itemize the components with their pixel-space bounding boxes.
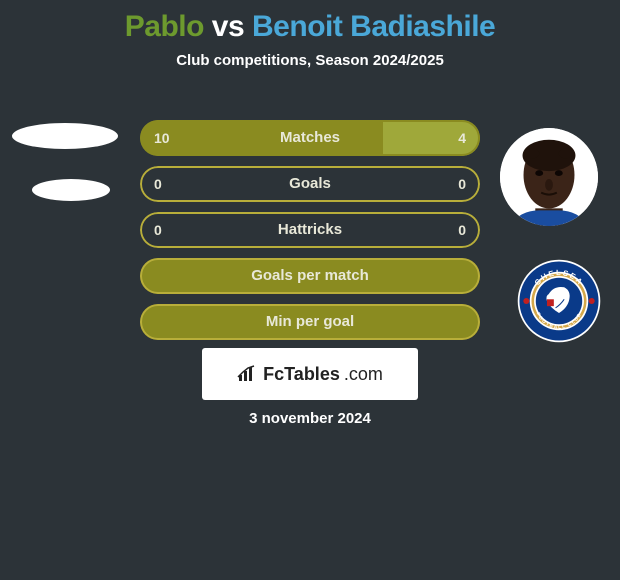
page-title: Pablo vs Benoit Badiashile xyxy=(0,0,620,44)
stat-row: 104Matches xyxy=(140,120,480,156)
player2-name: Benoit Badiashile xyxy=(252,10,495,43)
player1-name: Pablo xyxy=(125,10,204,43)
face-icon xyxy=(500,128,598,226)
date-label: 3 november 2024 xyxy=(0,410,620,427)
player1-avatar-placeholder xyxy=(12,123,118,149)
stat-row: Goals per match xyxy=(140,258,480,294)
bar-chart-icon xyxy=(237,365,259,383)
source-logo: FcTables.com xyxy=(202,348,418,400)
stat-row: 00Hattricks xyxy=(140,212,480,248)
stat-row: Min per goal xyxy=(140,304,480,340)
vs-label: vs xyxy=(212,10,244,43)
club-crest-icon: CHELSEA FOOTBALL CLUB xyxy=(516,258,602,344)
player2-club-badge: CHELSEA FOOTBALL CLUB xyxy=(516,258,602,344)
logo-brand: FcTables xyxy=(263,364,340,385)
stat-label: Hattricks xyxy=(140,212,480,248)
stats-panel: 104Matches 00Goals 00Hattricks Goals per ma… xyxy=(140,120,480,350)
stat-label: Matches xyxy=(140,120,480,156)
stat-label: Goals per match xyxy=(140,258,480,294)
logo-tld: .com xyxy=(344,364,383,385)
player1-club-placeholder xyxy=(32,179,110,201)
stat-label: Min per goal xyxy=(140,304,480,340)
stat-row: 00Goals xyxy=(140,166,480,202)
stat-label: Goals xyxy=(140,166,480,202)
logo-text: FcTables.com xyxy=(237,364,383,385)
player2-avatar xyxy=(500,128,598,226)
subtitle: Club competitions, Season 2024/2025 xyxy=(0,52,620,69)
comparison-widget: Pablo vs Benoit Badiashile Club competit… xyxy=(0,0,620,580)
